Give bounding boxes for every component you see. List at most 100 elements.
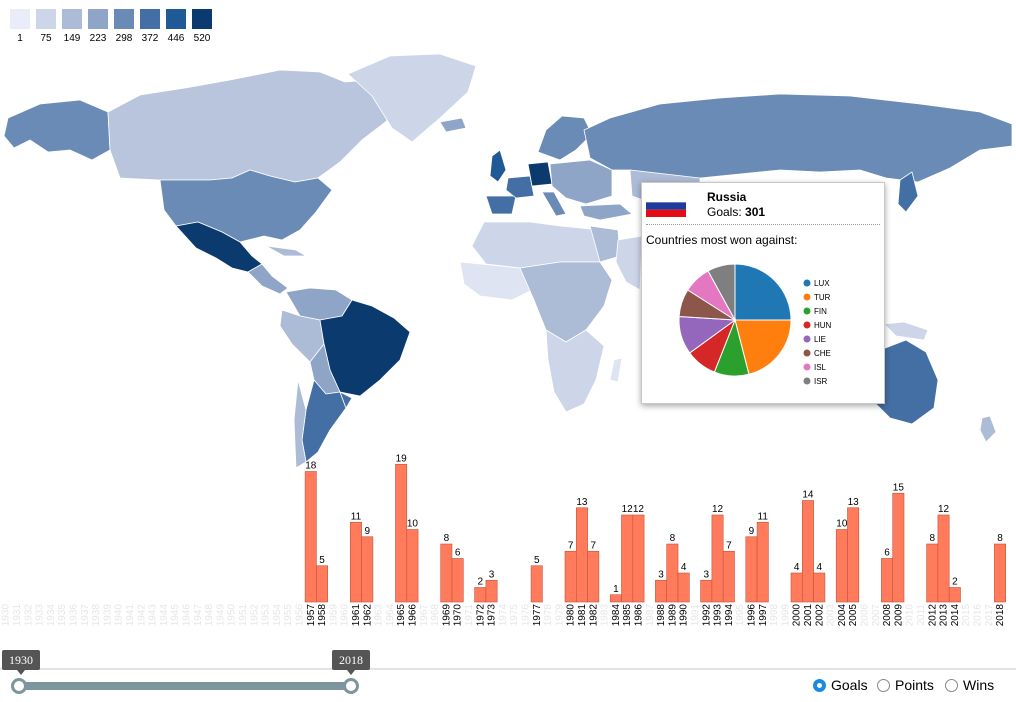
year-tick-label: 1995 <box>735 604 746 627</box>
bar-1970[interactable] <box>451 558 464 603</box>
country-turkey[interactable] <box>579 203 633 221</box>
tooltip-separator <box>646 224 880 225</box>
country-central-africa[interactable] <box>519 261 613 343</box>
country-italy[interactable] <box>541 191 567 217</box>
bar-1984[interactable] <box>609 594 622 603</box>
country-greenland[interactable] <box>347 53 477 143</box>
country-alaska[interactable] <box>3 99 111 161</box>
bar-value-label: 4 <box>794 562 800 573</box>
bar-value-label: 18 <box>305 461 317 472</box>
bar-1957[interactable] <box>304 471 317 603</box>
pie-slice-lux[interactable] <box>734 263 792 321</box>
radio-wins[interactable]: Wins <box>945 677 994 693</box>
country-uruguay[interactable] <box>339 391 353 409</box>
bar-2008[interactable] <box>881 558 894 603</box>
country-central-america[interactable] <box>247 263 289 295</box>
bar-1994[interactable] <box>722 550 735 603</box>
bar-1989[interactable] <box>666 543 679 603</box>
legend-swatch <box>10 9 30 29</box>
country-southern-africa[interactable] <box>545 329 605 413</box>
country-uk[interactable] <box>489 149 507 183</box>
bar-value-label: 8 <box>444 533 450 544</box>
bar-1962[interactable] <box>361 536 374 603</box>
year-tick-label: 1949 <box>215 604 226 627</box>
bar-2004[interactable] <box>835 529 848 603</box>
bar-1961[interactable] <box>349 521 362 603</box>
bar-2012[interactable] <box>926 543 939 603</box>
bar-2018[interactable] <box>994 543 1007 603</box>
tooltip-goals: Goals: 301 <box>707 205 765 219</box>
bar-1969[interactable] <box>440 543 453 603</box>
bar-value-label: 8 <box>997 533 1003 544</box>
bar-1977[interactable] <box>530 565 543 603</box>
year-tick-label: 1981 <box>577 604 588 627</box>
pie-legend-label: LUX <box>814 279 830 288</box>
year-tick-label: 1970 <box>453 604 464 627</box>
country-spain[interactable] <box>485 195 517 215</box>
year-tick-label: 2013 <box>939 604 950 627</box>
radio-points[interactable]: Points <box>877 677 934 693</box>
bar-2000[interactable] <box>790 572 803 603</box>
year-slider-track[interactable] <box>18 682 351 690</box>
country-indonesia[interactable] <box>883 321 929 341</box>
bar-value-label: 8 <box>929 533 935 544</box>
pie-legend-label: ISL <box>814 363 827 372</box>
bar-value-label: 3 <box>703 569 709 580</box>
year-tick-label: 1931 <box>12 604 23 627</box>
bar-1990[interactable] <box>677 572 690 603</box>
country-cuba[interactable] <box>265 245 307 257</box>
bar-2005[interactable] <box>847 507 860 603</box>
bar-2013[interactable] <box>937 514 950 603</box>
year-tick-label: 2008 <box>882 604 893 627</box>
radio-points-label: Points <box>895 677 934 693</box>
pie-slice-isr[interactable] <box>707 263 736 321</box>
year-slider-start-handle[interactable] <box>11 678 27 694</box>
bar-2014[interactable] <box>948 587 961 603</box>
bar-1992[interactable] <box>700 579 713 603</box>
bar-value-label: 12 <box>633 504 645 515</box>
radio-goals[interactable]: Goals <box>813 677 868 693</box>
legend-label: 372 <box>141 33 159 44</box>
bar-1986[interactable] <box>632 514 645 603</box>
bar-1985[interactable] <box>621 514 634 603</box>
bar-1973[interactable] <box>485 579 498 603</box>
year-tick-label: 1964 <box>385 604 396 627</box>
pie-legend-label: TUR <box>814 293 831 302</box>
bar-1982[interactable] <box>587 550 600 603</box>
bar-1996[interactable] <box>745 536 758 603</box>
bar-1988[interactable] <box>655 579 668 603</box>
year-tick-label: 1983 <box>600 604 611 627</box>
year-tick-label: 1963 <box>374 604 385 627</box>
country-chile[interactable] <box>293 379 307 469</box>
radio-points-dot[interactable] <box>877 679 890 692</box>
bar-1972[interactable] <box>474 587 487 603</box>
country-arabia[interactable] <box>615 235 643 291</box>
country-eastern-europe[interactable] <box>549 159 613 205</box>
bar-2009[interactable] <box>892 492 905 603</box>
radio-wins-dot[interactable] <box>945 679 958 692</box>
year-tick-label: 1937 <box>80 604 91 627</box>
year-tick-label: 2004 <box>837 604 848 627</box>
country-scandinavia[interactable] <box>537 115 593 161</box>
bar-value-label: 6 <box>455 548 461 559</box>
bar-2001[interactable] <box>801 500 814 603</box>
bar-2002[interactable] <box>813 572 826 603</box>
bar-1966[interactable] <box>406 529 419 603</box>
bar-1993[interactable] <box>711 514 724 603</box>
bar-1958[interactable] <box>316 565 328 603</box>
bar-1981[interactable] <box>575 507 588 603</box>
country-france[interactable] <box>505 175 535 199</box>
legend-swatch <box>62 9 82 29</box>
country-japan[interactable] <box>897 171 919 213</box>
bar-1997[interactable] <box>756 521 769 603</box>
country-madagascar[interactable] <box>609 357 623 383</box>
radio-goals-dot[interactable] <box>813 679 826 692</box>
country-new-zealand[interactable] <box>979 415 997 443</box>
bar-1965[interactable] <box>395 463 408 603</box>
country-iceland[interactable] <box>439 117 467 133</box>
year-tick-label: 1951 <box>238 604 249 627</box>
year-tick-label: 1997 <box>758 604 769 627</box>
pie-slice-tur[interactable] <box>734 319 792 375</box>
year-slider-end-handle[interactable] <box>343 678 359 694</box>
bar-1980[interactable] <box>564 550 577 603</box>
